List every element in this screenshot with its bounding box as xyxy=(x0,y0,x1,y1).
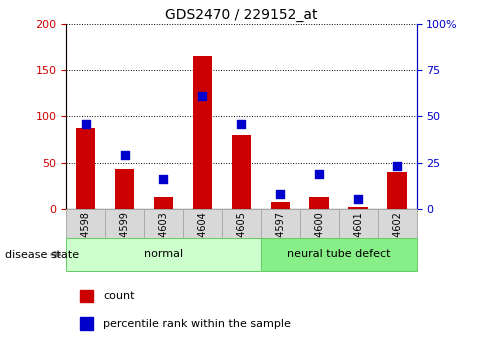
Bar xyxy=(115,169,134,209)
Point xyxy=(354,197,362,202)
Bar xyxy=(261,238,416,271)
Text: GSM94599: GSM94599 xyxy=(120,211,129,264)
Point xyxy=(121,152,128,158)
Bar xyxy=(378,209,416,238)
Text: disease state: disease state xyxy=(5,250,79,259)
Title: GDS2470 / 229152_at: GDS2470 / 229152_at xyxy=(165,8,318,22)
Text: GSM94601: GSM94601 xyxy=(353,211,363,264)
Text: GSM94597: GSM94597 xyxy=(275,211,285,264)
Point xyxy=(315,171,323,176)
Text: percentile rank within the sample: percentile rank within the sample xyxy=(103,319,291,328)
Bar xyxy=(261,209,300,238)
Bar xyxy=(232,135,251,209)
Bar xyxy=(144,209,183,238)
Point xyxy=(198,93,206,99)
Point xyxy=(237,121,245,127)
Text: normal: normal xyxy=(144,249,183,259)
Bar xyxy=(300,209,339,238)
Text: GSM94598: GSM94598 xyxy=(81,211,91,264)
Bar xyxy=(193,57,212,209)
Text: GSM94603: GSM94603 xyxy=(158,211,169,264)
Point xyxy=(160,176,168,182)
Bar xyxy=(310,197,329,209)
Bar xyxy=(387,172,407,209)
Bar xyxy=(270,202,290,209)
Bar xyxy=(66,209,105,238)
Bar xyxy=(348,207,368,209)
Bar xyxy=(154,197,173,209)
Point xyxy=(393,164,401,169)
Bar xyxy=(76,128,96,209)
Bar xyxy=(80,290,93,302)
Text: GSM94602: GSM94602 xyxy=(392,211,402,264)
Bar xyxy=(105,209,144,238)
Text: count: count xyxy=(103,291,135,301)
Bar xyxy=(80,317,93,330)
Bar xyxy=(66,238,261,271)
Bar xyxy=(183,209,222,238)
Point xyxy=(276,191,284,197)
Point xyxy=(82,121,90,127)
Bar xyxy=(222,209,261,238)
Bar xyxy=(339,209,378,238)
Text: neural tube defect: neural tube defect xyxy=(287,249,391,259)
Text: GSM94605: GSM94605 xyxy=(236,211,246,264)
Text: GSM94600: GSM94600 xyxy=(314,211,324,264)
Text: GSM94604: GSM94604 xyxy=(197,211,207,264)
